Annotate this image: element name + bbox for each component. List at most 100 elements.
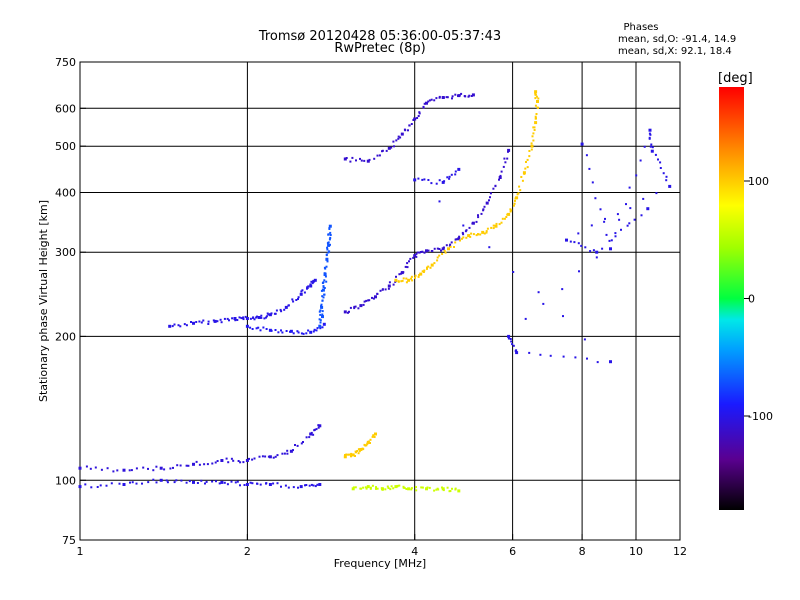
- trace-dot: [155, 481, 158, 484]
- trace-dot: [438, 95, 441, 98]
- trace-dot: [216, 320, 219, 323]
- trace-dot: [329, 243, 331, 246]
- trace-dot: [421, 250, 424, 253]
- phases-stat-x: mean, sd,X: 92.1, 18.4: [618, 46, 732, 57]
- trace-dot: [326, 257, 328, 260]
- trace-dot: [421, 486, 424, 489]
- trace-dot: [650, 143, 653, 146]
- trace-dot: [251, 328, 254, 330]
- trace-dot: [230, 457, 233, 460]
- trace-dot: [528, 150, 531, 152]
- trace-dot: [292, 332, 295, 335]
- trace-dot: [375, 487, 377, 490]
- data-point: [457, 489, 461, 493]
- trace-dot: [131, 481, 134, 484]
- trace-dot: [185, 481, 188, 484]
- trace-dot: [296, 330, 299, 333]
- trace-dot: [183, 323, 186, 326]
- trace-dot: [665, 175, 668, 178]
- trace-dot: [328, 250, 331, 253]
- trace-dot: [409, 257, 412, 260]
- trace-dot: [292, 449, 294, 452]
- trace-dot: [173, 323, 176, 326]
- series-6: [78, 424, 322, 473]
- trace-dot: [461, 237, 463, 240]
- trace-dot: [353, 305, 356, 308]
- trace-dot: [389, 488, 392, 491]
- trace-dot: [405, 277, 408, 280]
- trace-dot: [253, 457, 256, 460]
- data-point: [343, 455, 347, 459]
- trace-dot: [230, 480, 233, 483]
- trace-dot: [586, 357, 588, 360]
- trace-dot: [316, 327, 319, 330]
- trace-dot: [354, 455, 356, 457]
- data-point: [321, 315, 324, 319]
- trace-dot: [454, 488, 457, 491]
- trace-dot: [321, 310, 324, 313]
- trace-dot: [287, 304, 290, 307]
- trace-dot: [429, 266, 432, 269]
- trace-dot: [427, 265, 430, 268]
- trace-dot: [514, 199, 516, 202]
- trace-dot: [416, 117, 419, 119]
- colorbar-label: [deg]: [718, 71, 753, 86]
- trace-dot: [85, 465, 88, 468]
- trace-dot: [488, 199, 490, 202]
- trace-dot: [659, 167, 662, 169]
- data-point: [192, 321, 195, 325]
- trace-dot: [654, 153, 657, 156]
- trace-dot: [422, 271, 425, 273]
- trace-dot: [465, 236, 468, 239]
- trace-dot: [590, 224, 593, 227]
- trace-dot: [454, 170, 457, 173]
- trace-dot: [483, 205, 486, 208]
- trace-dot: [470, 232, 473, 235]
- trace-dot: [356, 450, 359, 452]
- trace-dot: [169, 467, 172, 470]
- series-9: [351, 484, 461, 493]
- trace-dot: [489, 192, 492, 195]
- trace-dot: [292, 300, 295, 303]
- trace-dot: [264, 455, 267, 458]
- trace-dot: [363, 300, 366, 303]
- trace-dot: [418, 274, 421, 276]
- trace-dot: [449, 243, 452, 246]
- trace-dot: [577, 242, 580, 245]
- trace-dot: [297, 298, 299, 300]
- data-point: [313, 278, 317, 282]
- trace-dot: [362, 486, 365, 489]
- trace-dot: [477, 216, 480, 219]
- trace-dot: [179, 464, 182, 467]
- trace-dot: [415, 255, 418, 258]
- trace-dot: [435, 182, 438, 185]
- trace-dot: [90, 486, 93, 489]
- data-point: [220, 459, 224, 462]
- trace-dot: [318, 310, 321, 313]
- data-point: [565, 238, 568, 242]
- trace-dot: [289, 330, 291, 333]
- trace-dot: [507, 150, 509, 153]
- y-axis-ticks: 75 100 200 300 400 500 600 750: [55, 56, 86, 547]
- data-point: [530, 144, 534, 148]
- trace-dot: [152, 478, 155, 481]
- trace-dot: [283, 308, 286, 311]
- trace-dot: [364, 486, 367, 489]
- trace-dot: [261, 455, 264, 458]
- series-2: [318, 224, 332, 328]
- trace-dot: [470, 95, 473, 97]
- trace-dot: [562, 315, 564, 318]
- trace-dot: [412, 256, 415, 259]
- data-point: [289, 449, 293, 453]
- trace-dot: [365, 299, 368, 302]
- x-axis-label: Frequency [MHz]: [334, 557, 426, 570]
- trace-dot: [537, 291, 540, 294]
- trace-dot: [215, 480, 217, 483]
- trace-dot: [226, 483, 229, 486]
- trace-dot: [482, 208, 485, 211]
- trace-dot: [604, 217, 606, 220]
- trace-dot: [234, 319, 237, 322]
- trace-dot: [267, 313, 270, 316]
- trace-dot: [310, 483, 313, 486]
